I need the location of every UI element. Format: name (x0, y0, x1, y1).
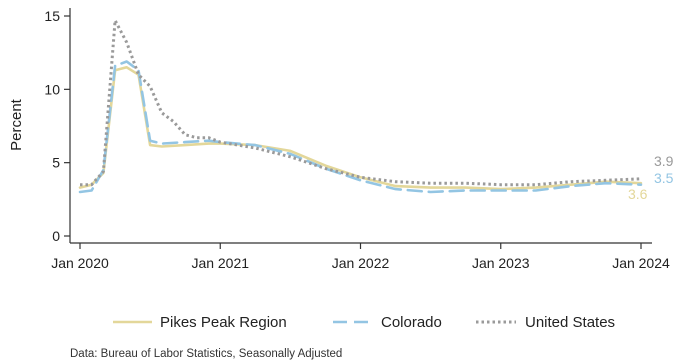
legend-label: United States (525, 314, 615, 331)
end-label-colorado: 3.5 (654, 170, 674, 186)
y-tick-label: 5 (52, 155, 60, 171)
legend-label: Colorado (381, 314, 442, 331)
x-tick-label: Jan 2020 (51, 255, 109, 271)
series-lines (78, 18, 643, 194)
x-tick-label: Jan 2022 (332, 255, 390, 271)
end-label-united-states: 3.9 (654, 153, 674, 169)
y-tick-label: 0 (52, 228, 60, 244)
end-label-pikes-peak-region: 3.6 (628, 186, 648, 202)
end-labels: 3.6 3.53.9 (628, 153, 674, 202)
y-axis-title: Percent (8, 98, 25, 151)
y-tick-label: 15 (44, 8, 60, 24)
x-tick-label: Jan 2021 (191, 255, 249, 271)
axes: 0 5 10 15 Jan 2020 Jan 2021 Jan 2022 Jan 2023 Ja… (44, 8, 670, 271)
source-note: Data: Bureau of Labor Statistics, Season… (70, 348, 342, 360)
legend-label: Pikes Peak Region (160, 314, 287, 331)
y-tick-label: 10 (44, 81, 60, 97)
x-tick-label: Jan 2024 (612, 255, 670, 271)
x-tick-label: Jan 2023 (472, 255, 530, 271)
series-line-pikes-peak-region (78, 66, 643, 191)
legend: Pikes Peak Region Colorado United States (113, 314, 615, 331)
series-line-colorado (78, 60, 643, 194)
series-line-united-states (80, 18, 642, 187)
